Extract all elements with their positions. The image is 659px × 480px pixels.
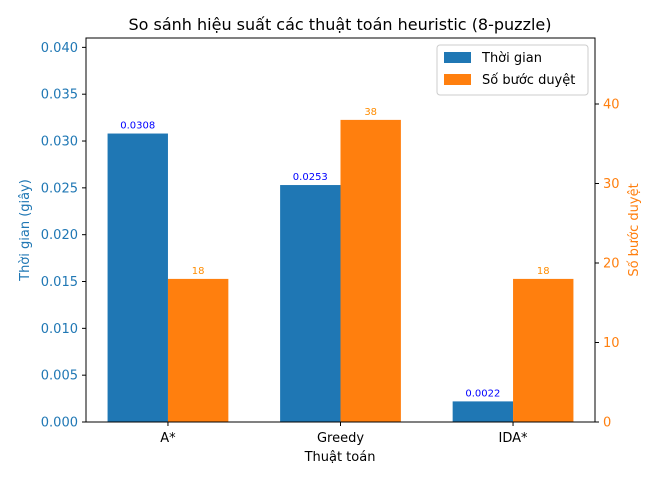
x-tick-label-2: IDA* [499, 431, 529, 446]
bar-time-1 [280, 185, 341, 422]
right-axis-label: Số bước duyệt [627, 183, 642, 276]
data-label-steps-2: 18 [537, 266, 550, 277]
right-axis: 0 10 20 30 40 [595, 97, 620, 431]
x-axis-label: Thuật toán [304, 450, 376, 465]
legend-box [436, 44, 589, 96]
left-tick-label-5: 0.025 [41, 181, 78, 196]
right-tick-label-3: 30 [603, 177, 620, 192]
right-tick-label-4: 40 [603, 97, 620, 112]
bar-time-0 [107, 133, 168, 422]
bar-time-2 [452, 401, 514, 422]
left-tick-label-3: 0.015 [41, 275, 78, 290]
x-tick-label-0: A* [160, 431, 176, 446]
legend-label-time: Thời gian [481, 51, 542, 66]
legend: Thời gian Số bước duyệt [436, 44, 589, 96]
data-label-time-2: 0.0022 [465, 388, 500, 399]
legend-label-steps: Số bước duyệt [482, 73, 575, 88]
data-label-steps-0: 18 [192, 266, 205, 277]
left-axis-label: Thời gian (giây) [18, 179, 33, 282]
left-tick-label-2: 0.010 [41, 322, 78, 337]
right-tick-label-2: 20 [603, 256, 620, 271]
data-label-steps-1: 38 [364, 107, 377, 118]
left-tick-label-0: 0.000 [41, 416, 78, 431]
left-axis: 0.000 0.005 0.010 0.015 0.020 0.025 0.030 0.035… [41, 41, 86, 431]
left-tick-label-1: 0.005 [41, 369, 78, 384]
bar-steps-2 [513, 278, 574, 422]
data-label-time-0: 0.0308 [120, 121, 155, 132]
right-tick-label-0: 0 [603, 416, 611, 431]
plot-area: 0.0308 18 0.0253 38 0.0022 18 [107, 107, 574, 423]
legend-swatch-steps [444, 74, 471, 85]
bar-steps-0 [167, 278, 229, 422]
x-axis: A* Greedy IDA* [160, 422, 528, 446]
chart-title: So sánh hiệu suất các thuật toán heurist… [128, 15, 551, 34]
data-label-time-1: 0.0253 [293, 172, 328, 183]
legend-swatch-time [444, 52, 471, 63]
left-tick-label-6: 0.030 [41, 135, 78, 150]
right-tick-label-1: 10 [603, 336, 620, 351]
x-tick-label-1: Greedy [317, 431, 364, 446]
bar-steps-1 [340, 119, 401, 423]
left-tick-label-8: 0.040 [41, 41, 78, 56]
left-tick-label-4: 0.020 [41, 228, 78, 243]
left-tick-label-7: 0.035 [41, 88, 78, 103]
